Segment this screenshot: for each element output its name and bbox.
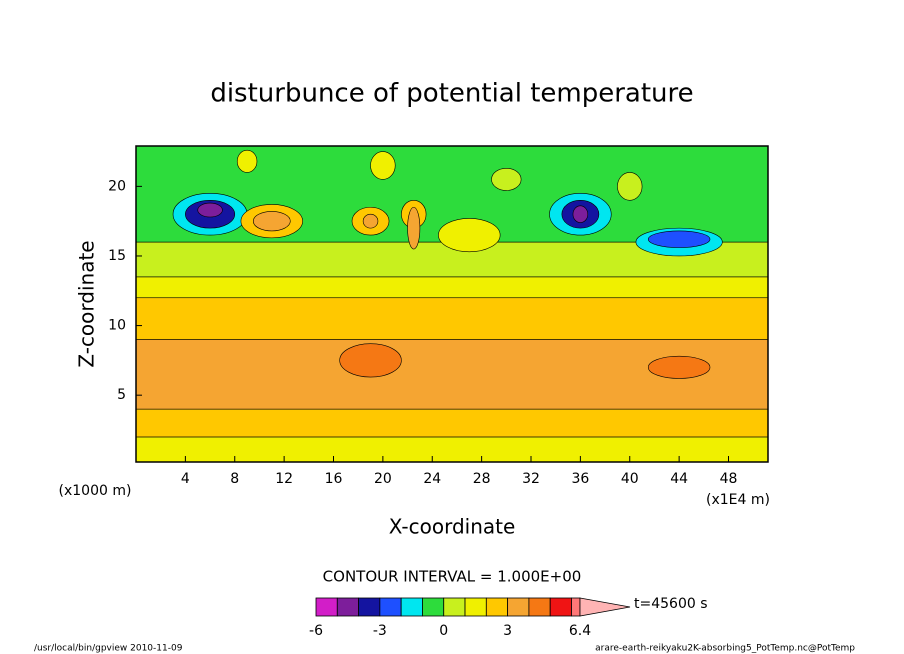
y-unit: (x1000 m) [59, 483, 132, 499]
colorbar-tick-label: 0 [439, 623, 448, 639]
y-tick-label: 20 [108, 178, 126, 194]
x-tick-label: 20 [374, 471, 392, 487]
y-tick-label: 15 [108, 248, 126, 264]
chart-title: disturbunce of potential temperature [210, 79, 693, 109]
colorbar-box [400, 597, 423, 617]
x-tick-label: 16 [325, 471, 343, 487]
contour-blob [370, 151, 396, 180]
x-tick-label: 44 [670, 471, 688, 487]
colorbar-tick-label: -6 [309, 623, 323, 639]
y-axis-label: Z-coordinate [75, 240, 99, 367]
colorbar-tick-label: -3 [373, 623, 387, 639]
contour-blob [197, 202, 223, 218]
contour-blob [438, 218, 501, 253]
contour-blob [491, 167, 522, 191]
colorbar-tick-label: 6.4 [569, 623, 591, 639]
x-unit: (x1E4 m) [706, 492, 770, 508]
y-tick-label: 10 [108, 318, 126, 334]
contour-blob [647, 230, 711, 248]
x-tick-label: 28 [473, 471, 491, 487]
colorbar-box [464, 597, 487, 617]
contour-blob [236, 149, 258, 173]
contour-band [136, 436, 768, 462]
x-tick-label: 12 [275, 471, 293, 487]
x-tick-label: 48 [720, 471, 738, 487]
colorbar-box [528, 597, 551, 617]
colorbar-tick-label: 3 [503, 623, 512, 639]
colorbar-box [549, 597, 572, 617]
colorbar-box [336, 597, 359, 617]
field [136, 146, 768, 462]
colorbar-extension [579, 597, 631, 617]
x-axis-label: X-coordinate [389, 515, 516, 539]
contour-blob [339, 343, 402, 378]
colorbar-box [485, 597, 509, 617]
x-tick-label: 40 [621, 471, 639, 487]
contour-blob [647, 355, 711, 379]
colorbar-box [507, 597, 530, 617]
colorbar-box [422, 597, 445, 617]
x-tick-label: 24 [423, 471, 441, 487]
contour-blob [407, 206, 421, 250]
contour-blob [617, 172, 643, 201]
colorbar-box [379, 597, 402, 617]
contour-interval: CONTOUR INTERVAL = 1.000E+00 [323, 568, 582, 586]
contour-band [136, 297, 768, 340]
x-tick-label: 36 [571, 471, 589, 487]
time-label: t=45600 s [634, 596, 708, 612]
x-tick-label: 32 [522, 471, 540, 487]
colorbar-box [358, 597, 381, 617]
footer-left: /usr/local/bin/gpview 2010-11-09 [34, 644, 183, 654]
contour-blob [572, 205, 589, 223]
contour-band [136, 276, 768, 299]
contour-band [136, 408, 768, 438]
colorbar-box [443, 597, 466, 617]
x-tick-label: 8 [230, 471, 239, 487]
colorbar-box [571, 597, 581, 617]
contour-blob [362, 213, 379, 229]
colorbar-box [315, 597, 338, 617]
y-tick-label: 5 [117, 387, 126, 403]
plot-frame [135, 145, 769, 463]
x-tick-label: 4 [181, 471, 190, 487]
footer-right: arare-earth-reikyaku2K-absorbing5_PotTem… [595, 644, 855, 654]
contour-blob [252, 211, 291, 232]
